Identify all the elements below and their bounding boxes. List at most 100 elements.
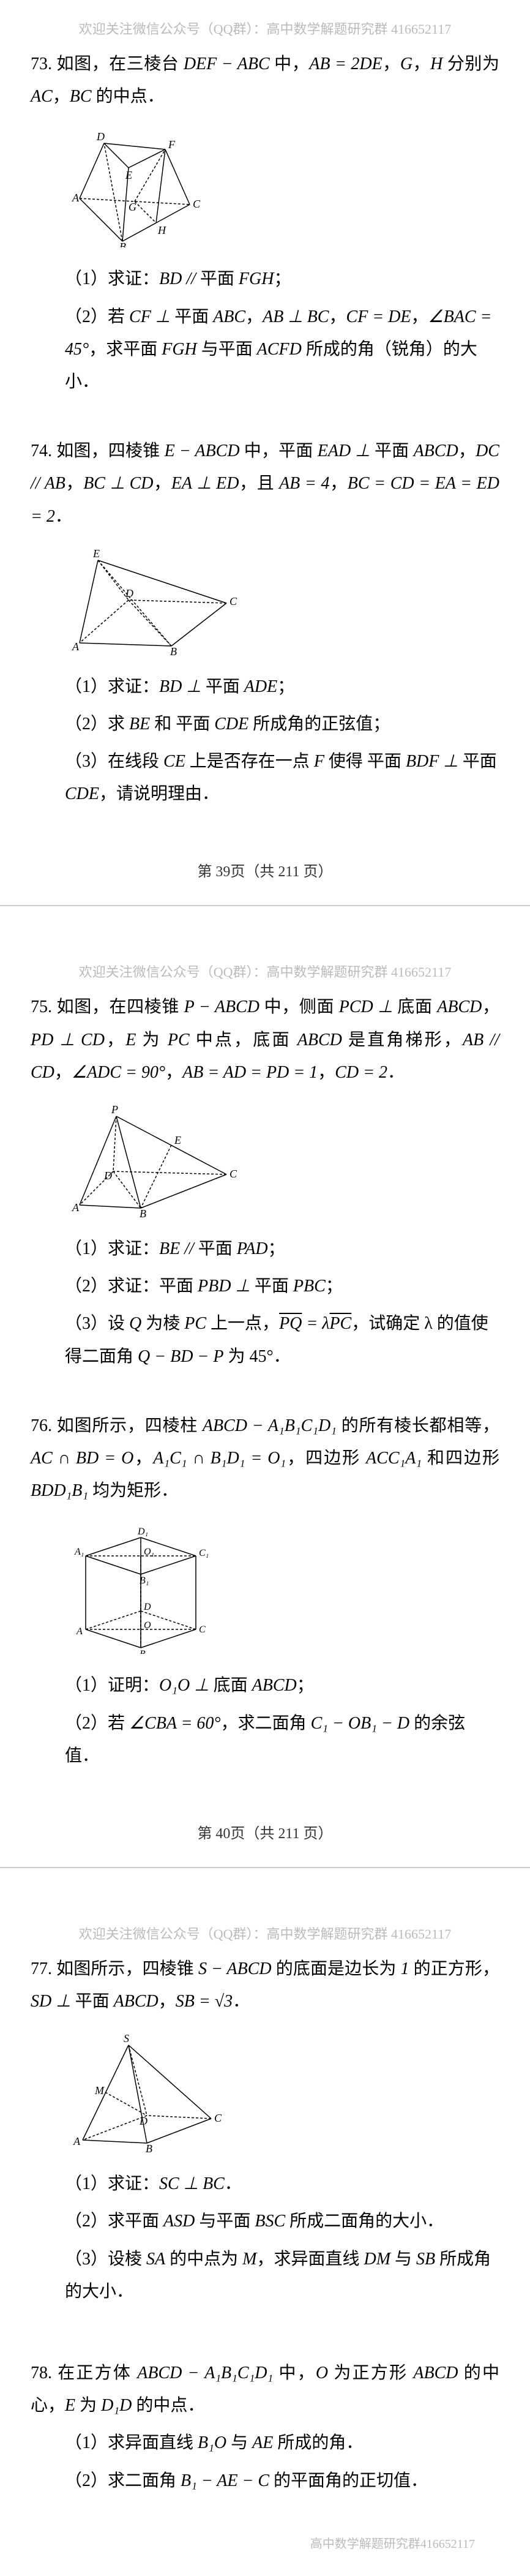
label-D: D <box>139 2115 147 2127</box>
text: ， <box>482 997 499 1016</box>
label-A: A <box>76 1626 83 1637</box>
math: PBD ⊥ <box>198 1277 255 1296</box>
math: ABCD <box>252 1676 297 1695</box>
label-B: B <box>140 1649 146 1654</box>
label-A: A <box>72 640 80 653</box>
text: ． <box>225 2174 242 2193</box>
math: CF = DE <box>346 307 411 326</box>
text: ，且 <box>239 474 280 493</box>
problem-75-sub2: （2）求证：平面 PBD ⊥ 平面 PBC； <box>65 1270 499 1302</box>
text: ； <box>274 269 291 288</box>
page-footer: 第 39页（共 211 页） <box>31 859 499 881</box>
text: （2）求 <box>65 715 129 734</box>
problem-77: 77. 如图所示，四棱锥 S − ABCD 的底面是边长为 1 的正方形，SD … <box>31 1953 499 2308</box>
text: ； <box>268 1239 285 1258</box>
math: Q − BD − P <box>138 1347 223 1366</box>
math: AE <box>252 2433 273 2452</box>
header: 欢迎关注微信公众号（QQ群）：高中数学解题研究群 416652117 <box>31 1923 499 1943</box>
text: ． <box>387 1063 405 1082</box>
label-B1: B₁ <box>140 1575 149 1586</box>
text: 中， <box>273 2364 316 2383</box>
math: AB ⊥ BC <box>263 307 329 326</box>
math: AB = 4 <box>279 474 329 493</box>
text: 如图所示，四棱柱 <box>57 1416 203 1435</box>
text: ， <box>165 1063 182 1082</box>
label-H: H <box>157 224 166 236</box>
math: E − ABCD <box>165 441 240 460</box>
problem-num: 78. <box>31 2364 52 2383</box>
text: （3）设棱 <box>65 2250 146 2269</box>
problem-74-sub3: （3）在线段 CE 上是否存在一点 F 使得 平面 BDF ⊥ 平面 CDE，请… <box>65 745 499 810</box>
figure-73: A B C D E F G H <box>67 125 499 247</box>
text: ，求二面角 <box>221 1714 311 1733</box>
text: 中， <box>270 54 310 73</box>
math: Q <box>129 1314 141 1333</box>
problem-75-sub1: （1）求证：BE // 平面 PAD； <box>65 1233 499 1265</box>
text: ，求异面直线 <box>256 2250 364 2269</box>
text: （2）若 <box>65 1714 129 1733</box>
figure-77: A B C D S M <box>67 2030 499 2152</box>
text: 为棱 <box>141 1314 184 1333</box>
label-C: C <box>230 1168 237 1180</box>
text: 与平面 <box>197 340 257 359</box>
text: 平面 <box>206 677 244 696</box>
label-S: S <box>124 2032 129 2045</box>
problem-75-sub3: （3）设 Q 为棱 PC 上一点，PQ = λPC，试确定 λ 的值使得二面角 … <box>65 1307 499 1372</box>
label-A: A <box>72 192 80 204</box>
text: （1）证明： <box>65 1676 159 1695</box>
math: G <box>400 54 412 73</box>
text: ； <box>277 677 294 696</box>
header: 欢迎关注微信公众号（QQ群）：高中数学解题研究群 416652117 <box>31 18 499 38</box>
math: B₁O <box>198 2433 226 2452</box>
page-3: 欢迎关注微信公众号（QQ群）：高中数学解题研究群 416652117 77. 如… <box>0 1905 530 2576</box>
text: ； <box>297 1676 314 1695</box>
problem-77-sub2: （2）求平面 ASD 与平面 BSC 所成二面角的大小． <box>65 2205 499 2237</box>
figure-74: A B C D E <box>67 545 499 655</box>
bottom-watermark: 高中数学解题研究群416652117 <box>31 2522 499 2564</box>
math: ASD <box>163 2212 195 2231</box>
math: SA <box>146 2250 165 2269</box>
text: ，请说明理由． <box>99 784 219 803</box>
math: BDF ⊥ <box>406 752 463 771</box>
label-D: D <box>143 1602 151 1612</box>
math: SC ⊥ BC <box>159 2174 225 2193</box>
text: （1）求证： <box>65 677 159 696</box>
figure-76: A B C D A₁ B₁ C₁ D₁ O O₁ <box>67 1519 499 1654</box>
label-A: A <box>72 1201 80 1214</box>
text: ， <box>245 307 263 326</box>
text: （1）求证： <box>65 269 159 288</box>
math: AB = 2DE <box>309 54 383 73</box>
text: 分别为 <box>442 54 499 73</box>
math: CE <box>163 752 185 771</box>
math: = λ <box>302 1314 329 1333</box>
math: DEF − ABC <box>184 54 270 73</box>
problem-75: 75. 如图，在四棱锥 P − ABCD 中，侧面 PCD ⊥ 底面 ABCD，… <box>31 991 499 1372</box>
label-P: P <box>111 1103 118 1116</box>
page-1: 欢迎关注微信公众号（QQ群）：高中数学解题研究群 416652117 73. 如… <box>0 0 530 906</box>
math: ABCD <box>413 2364 458 2383</box>
problem-73-statement: 73. 如图，在三棱台 DEF − ABC 中，AB = 2DE，G，H 分别为… <box>31 48 499 113</box>
text: ， <box>329 307 346 326</box>
problem-75-statement: 75. 如图，在四棱锥 P − ABCD 中，侧面 PCD ⊥ 底面 ABCD，… <box>31 991 499 1089</box>
math: ABCD − A₁B₁C₁D₁ <box>137 2364 273 2383</box>
label-E: E <box>125 169 132 181</box>
text: 与平面 <box>195 2212 255 2231</box>
math: ABC <box>213 307 245 326</box>
label-A1: A₁ <box>74 1547 84 1557</box>
math: BE // <box>159 1239 198 1258</box>
text: （2）若 <box>65 307 129 326</box>
label-B: B <box>170 645 177 655</box>
figure-75: A B C D P E <box>67 1101 499 1217</box>
label-F: F <box>168 138 176 151</box>
text: 是直角梯形， <box>342 1031 463 1050</box>
math: PCD ⊥ <box>339 997 398 1016</box>
problem-77-sub1: （1）求证：SC ⊥ BC． <box>65 2168 499 2200</box>
math: BE <box>129 715 150 734</box>
math: A₁C₁ ∩ B₁D₁ = O₁ <box>153 1449 286 1468</box>
text: 如图所示，四棱锥 <box>56 1959 198 1978</box>
text: 底面 <box>214 1676 252 1695</box>
text: 平面 <box>198 1239 237 1258</box>
label-G: G <box>129 201 136 213</box>
math: B₁ − AE − C <box>181 2471 269 2490</box>
text: 平面 <box>200 269 239 288</box>
